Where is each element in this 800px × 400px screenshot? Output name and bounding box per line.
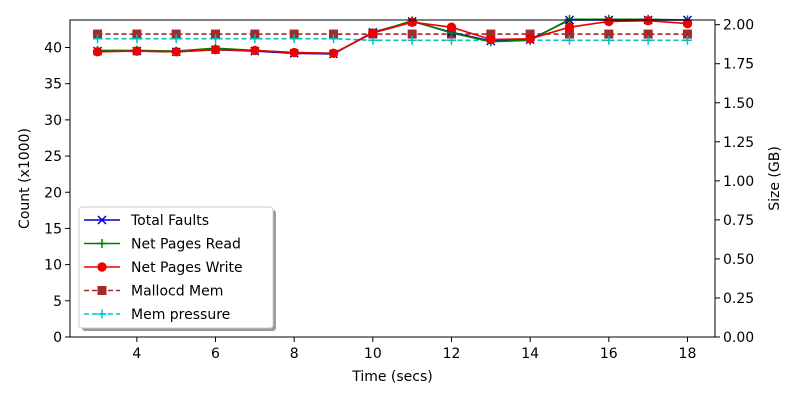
legend-item: Total Faults — [84, 213, 209, 229]
x-axis: 4 6 8 10 12 14 16 18 — [132, 337, 696, 362]
y-tick-label-right: 1.75 — [723, 57, 754, 73]
y-tick-label-left: 15 — [44, 221, 62, 237]
x-tick-label: 16 — [600, 346, 618, 362]
x-tick-label: 18 — [679, 346, 697, 362]
y-axis-label-right: Size (GB) — [767, 146, 783, 211]
x-tick-label: 12 — [443, 346, 461, 362]
legend-marker — [97, 239, 107, 248]
y-tick-label-left: 40 — [44, 41, 62, 57]
legend-label: Net Pages Read — [131, 237, 241, 253]
y-tick-label-right: 0.75 — [723, 213, 754, 229]
x-axis-label: Time (secs) — [351, 369, 433, 385]
data-point — [604, 16, 614, 27]
plot-frame — [69, 19, 716, 338]
legend-item: Mem pressure — [84, 307, 230, 323]
y-tick-label-left: 30 — [44, 113, 62, 129]
legend-label: Mallocd Mem — [131, 284, 223, 300]
y-tick-label-right: 1.50 — [723, 96, 754, 112]
series-net-pages-write — [92, 16, 693, 58]
plot-area — [92, 14, 693, 59]
data-point — [132, 34, 142, 44]
y-tick-label-right: 0.50 — [723, 252, 754, 268]
data-point — [289, 34, 299, 44]
data-point — [643, 16, 653, 26]
series-mem-pressure — [93, 34, 692, 45]
data-point — [407, 35, 417, 45]
legend-marker — [97, 286, 107, 295]
data-point — [564, 14, 574, 24]
x-tick-label: 10 — [364, 346, 382, 362]
x-tick-label: 4 — [132, 346, 141, 362]
y-tick-label-left: 25 — [44, 149, 62, 165]
y-tick-label-right: 1.00 — [723, 174, 754, 190]
data-point — [93, 34, 103, 44]
legend-item: Net Pages Read — [84, 237, 241, 253]
series-line — [97, 18, 688, 55]
data-point — [329, 34, 339, 44]
legend-box — [78, 206, 274, 329]
series-line — [97, 19, 688, 55]
legend-label: Net Pages Write — [131, 260, 243, 276]
y-tick-label-left: 5 — [53, 294, 62, 310]
data-point — [171, 47, 181, 57]
y-tick-label-right: 0.00 — [723, 330, 754, 346]
y-tick-label-left: 35 — [44, 77, 62, 93]
data-point — [211, 34, 221, 44]
x-tick-label: 14 — [521, 346, 539, 362]
data-point — [289, 47, 299, 58]
data-point — [604, 35, 614, 45]
data-point — [250, 45, 260, 56]
y-tick-label-right: 2.00 — [723, 18, 754, 34]
data-point — [486, 34, 496, 45]
y-tick-label-right: 0.25 — [723, 291, 754, 307]
data-point — [407, 17, 417, 27]
data-point — [250, 34, 260, 44]
series-line — [97, 37, 688, 42]
x-tick-label: 8 — [290, 346, 299, 362]
data-point — [92, 47, 103, 57]
y-axis-right: 0.00 0.25 0.50 0.75 1.00 1.25 1.50 1.75 2.00 — [715, 18, 754, 346]
y-tick-label-right: 1.25 — [723, 135, 754, 151]
data-point — [446, 22, 457, 32]
y-tick-label-left: 10 — [44, 258, 62, 274]
y-axis-left: 0 5 10 15 20 25 30 35 40 — [44, 41, 70, 346]
legend-label: Mem pressure — [131, 307, 230, 323]
data-point — [328, 48, 339, 58]
legend-label: Total Faults — [130, 213, 209, 229]
data-point — [564, 35, 574, 45]
series-line — [97, 19, 688, 55]
data-point — [171, 34, 181, 44]
data-point — [682, 18, 693, 29]
legend-item: Mallocd Mem — [84, 284, 223, 300]
x-tick-label: 6 — [211, 346, 220, 362]
data-point — [210, 44, 221, 55]
y-axis-label-left: Count (x1000) — [17, 128, 33, 229]
legend-item: Net Pages Write — [84, 260, 243, 276]
data-point — [132, 46, 142, 56]
legend-marker — [97, 262, 107, 272]
data-point — [564, 22, 575, 32]
y-tick-label-left: 0 — [53, 330, 62, 346]
legend-marker — [97, 309, 107, 319]
y-tick-label-left: 20 — [44, 185, 62, 201]
data-point — [525, 34, 535, 44]
legend: Total Faults Net Pages Read Net Pages Writ… — [78, 206, 276, 331]
data-point — [368, 28, 378, 38]
data-point — [682, 35, 692, 45]
series-mallocd-mem — [93, 29, 692, 39]
legend-marker — [97, 215, 107, 225]
data-point — [643, 35, 653, 45]
